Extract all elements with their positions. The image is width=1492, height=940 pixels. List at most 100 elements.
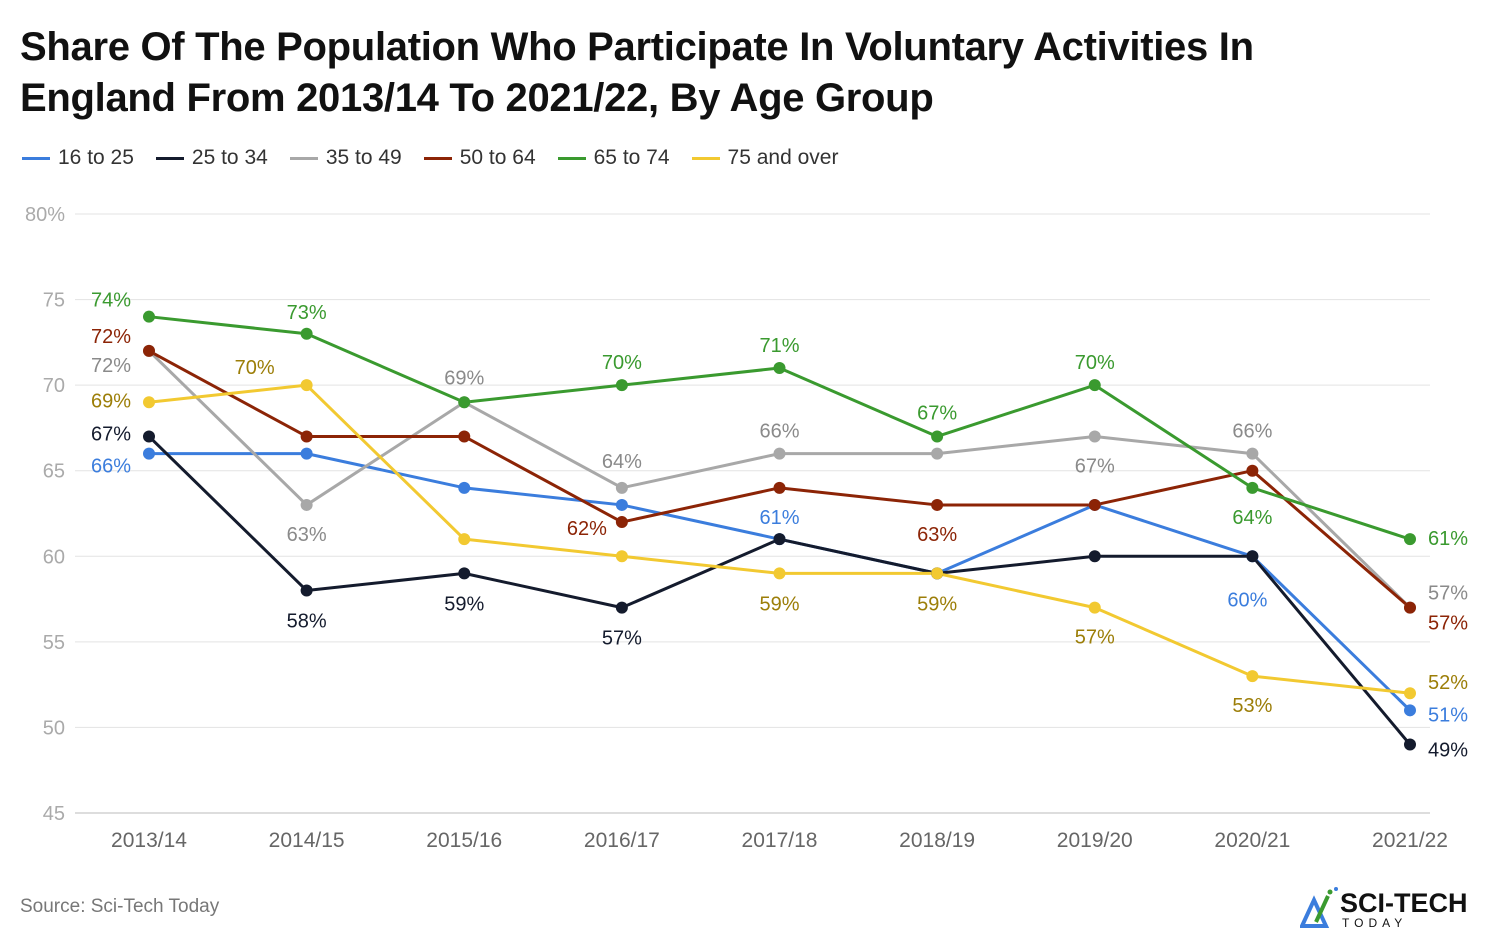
data-point (615, 516, 628, 529)
data-label: 52% (1428, 672, 1468, 694)
data-label: 60% (1227, 589, 1267, 611)
data-label: 67% (1075, 455, 1115, 477)
data-point (300, 327, 313, 340)
data-point (773, 447, 786, 460)
data-label: 63% (287, 524, 327, 546)
data-label: 63% (917, 524, 957, 546)
legend-label: 75 and over (727, 146, 839, 169)
data-label: 70% (235, 357, 275, 379)
chart-title: Share Of The Population Who Participate … (20, 25, 1254, 120)
data-point (458, 533, 471, 546)
sci-tech-today-logo: SCI-TECH TODAY (1300, 887, 1468, 930)
data-label: 67% (91, 423, 131, 445)
data-label: 66% (91, 456, 131, 478)
data-point (1246, 550, 1259, 563)
x-tick-label: 2016/17 (584, 829, 660, 852)
data-point (1088, 379, 1101, 392)
data-point (143, 310, 155, 323)
data-point (1246, 464, 1259, 477)
data-label: 71% (759, 335, 799, 357)
legend-swatch (691, 156, 720, 160)
data-label: 57% (1075, 627, 1115, 649)
data-label: 62% (567, 518, 607, 540)
data-label: 59% (444, 593, 484, 615)
legend-swatch (557, 156, 586, 160)
y-tick-label: 80% (25, 204, 65, 226)
data-point (615, 481, 628, 494)
data-point (1404, 533, 1416, 546)
data-label: 73% (287, 302, 327, 324)
data-point (300, 447, 313, 460)
data-label: 64% (602, 451, 642, 473)
x-tick-label: 2021/22 (1372, 829, 1448, 852)
data-point (458, 481, 471, 494)
data-point (143, 430, 155, 443)
data-label: 64% (1232, 507, 1272, 529)
data-point (143, 396, 155, 409)
legend-swatch (155, 156, 184, 160)
svg-text:SCI-TECH: SCI-TECH (1340, 888, 1468, 918)
data-point (300, 379, 313, 392)
data-point (1088, 601, 1101, 614)
legend-label: 35 to 49 (325, 146, 402, 169)
legend-label: 50 to 64 (459, 146, 536, 169)
data-label: 61% (1428, 528, 1468, 550)
data-label: 53% (1232, 695, 1272, 717)
data-point (1404, 738, 1416, 751)
svg-text:TODAY: TODAY (1342, 916, 1407, 930)
data-point (931, 567, 944, 580)
data-point (1246, 481, 1259, 494)
data-point (773, 481, 786, 494)
data-label: 69% (91, 390, 131, 412)
legend-item: 65 to 74 (557, 146, 670, 170)
data-point (458, 567, 471, 580)
data-label: 74% (91, 290, 131, 312)
y-tick-label: 50 (43, 717, 65, 739)
data-label: 59% (759, 593, 799, 615)
data-point (143, 447, 155, 460)
data-point (1404, 704, 1416, 717)
data-point (615, 601, 628, 614)
data-point (143, 344, 155, 357)
data-label: 72% (91, 326, 131, 348)
x-tick-label: 2018/19 (899, 829, 975, 852)
data-point (773, 567, 786, 580)
data-point (1404, 601, 1416, 614)
data-point (615, 379, 628, 392)
data-point (931, 447, 944, 460)
data-label: 70% (1075, 352, 1115, 374)
y-tick-label: 65 (43, 461, 65, 483)
legend: 16 to 25 25 to 34 35 to 49 50 to 64 65 to 74… (22, 146, 838, 170)
y-tick-label: 45 (43, 803, 65, 825)
data-label: 70% (602, 352, 642, 374)
data-label: 57% (1428, 583, 1468, 605)
data-point (1088, 550, 1101, 563)
data-label: 57% (602, 628, 642, 650)
data-point (300, 498, 313, 511)
data-label: 72% (91, 355, 131, 377)
legend-item: 16 to 25 (22, 146, 134, 170)
data-point (458, 430, 471, 443)
data-label: 66% (1232, 421, 1272, 443)
data-point (931, 498, 944, 511)
data-label: 69% (444, 367, 484, 389)
legend-swatch (289, 156, 318, 160)
legend-item: 35 to 49 (289, 146, 402, 170)
x-tick-label: 2013/14 (111, 829, 187, 852)
legend-swatch (22, 156, 50, 160)
data-label: 51% (1428, 704, 1468, 726)
data-point (615, 498, 628, 511)
legend-item: 25 to 34 (155, 146, 268, 170)
legend-item: 75 and over (691, 146, 839, 170)
data-label: 57% (1428, 613, 1468, 635)
line-chart: 45 50 55 60 65 70 75 80% 2013/14 2014/15 2015/16 20… (25, 204, 1468, 852)
legend-item: 50 to 64 (423, 146, 536, 170)
x-tick-label: 2014/15 (269, 829, 345, 852)
data-label: 61% (759, 507, 799, 529)
data-label: 67% (917, 402, 957, 424)
data-label: 49% (1428, 740, 1468, 762)
x-tick-label: 2020/21 (1214, 829, 1290, 852)
legend-label: 16 to 25 (58, 146, 134, 169)
data-label: 59% (917, 593, 957, 615)
data-point (1088, 498, 1101, 511)
